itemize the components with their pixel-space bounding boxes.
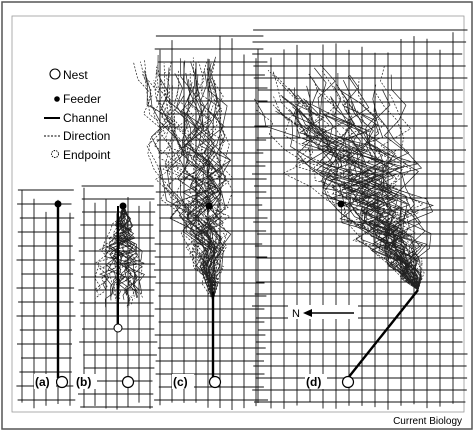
trajectory-path xyxy=(153,79,214,301)
legend-endpoint-icon xyxy=(51,150,59,158)
trajectory-path xyxy=(155,66,214,301)
trajectory-path xyxy=(121,205,143,298)
trajectory-path xyxy=(171,85,219,301)
trajectory-path xyxy=(115,205,138,306)
trajectory-path xyxy=(176,72,216,301)
trajectory-path xyxy=(117,205,139,298)
panel-label-a: (a) xyxy=(35,375,50,389)
trajectory-path xyxy=(289,109,419,291)
panel-label-d-bg xyxy=(305,374,327,389)
nest-panel-b xyxy=(121,375,135,389)
trajectory-path xyxy=(142,74,214,301)
trajectory-path xyxy=(112,205,135,308)
grid-panel-d xyxy=(252,29,468,410)
trajectory-path xyxy=(139,61,214,301)
trajectories-panel-b xyxy=(94,205,145,308)
journal-credit: Current Biology xyxy=(393,416,462,427)
trajectory-path xyxy=(298,108,419,291)
compass-bg xyxy=(288,305,358,319)
channel-panel-d xyxy=(347,289,419,379)
legend-feeder-label: Feeder xyxy=(63,92,101,106)
trajectory-path xyxy=(313,78,419,291)
trajectories-panel-c xyxy=(132,54,234,301)
legend-channel-label: Channel xyxy=(63,111,108,125)
feeder-panel-a xyxy=(54,200,62,208)
feeder-panel-d xyxy=(337,200,345,208)
legend-nest-label: Nest xyxy=(63,68,88,82)
feeder-panel-c xyxy=(205,202,213,210)
trajectory-path xyxy=(303,98,419,291)
trajectory-path xyxy=(271,72,419,291)
trajectory-path xyxy=(185,57,225,301)
trajectory-path xyxy=(115,205,138,296)
panel-label-d: (d) xyxy=(306,375,321,389)
trajectory-path xyxy=(294,110,419,291)
trajectory-path xyxy=(333,86,419,291)
trajectory-path xyxy=(185,86,221,301)
trajectory-path xyxy=(317,86,419,291)
trajectory-path xyxy=(194,56,228,301)
nest-panel-c xyxy=(208,375,222,389)
trajectory-path xyxy=(110,205,135,295)
trajectory-path xyxy=(191,60,234,301)
trajectory-path xyxy=(179,58,215,301)
trajectory-path xyxy=(330,96,419,291)
trajectory-path xyxy=(309,113,419,291)
trajectory-path xyxy=(317,64,420,291)
trajectory-path xyxy=(267,69,419,291)
trajectory-path xyxy=(204,59,230,301)
trajectory-path xyxy=(94,205,125,305)
legend-box xyxy=(40,64,132,166)
trajectory-path xyxy=(159,80,214,301)
panel-label-b-bg xyxy=(75,374,97,389)
feeder-panel-b xyxy=(119,202,127,210)
trajectory-path xyxy=(185,71,221,301)
trajectory-path xyxy=(156,65,214,301)
trajectory-path xyxy=(181,82,224,301)
legend-nest-icon xyxy=(49,68,61,80)
nest-panel-a xyxy=(55,375,69,389)
trajectory-path xyxy=(173,69,219,301)
trajectory-path xyxy=(320,110,419,291)
figure-inner-border xyxy=(11,15,465,413)
grid-panel-a xyxy=(16,189,76,409)
trajectory-path xyxy=(164,71,214,301)
trajectories-panel-d xyxy=(253,64,435,291)
trajectory-path xyxy=(186,68,219,301)
trajectory-path xyxy=(303,98,419,291)
trajectory-path xyxy=(195,77,234,301)
panel-label-c-bg xyxy=(172,374,194,389)
trajectory-path xyxy=(189,67,224,301)
trajectory-path xyxy=(95,205,125,293)
trajectory-path xyxy=(255,109,419,291)
nest-panel-d xyxy=(341,375,355,389)
legend-feeder-icon xyxy=(54,96,60,102)
trajectory-path xyxy=(117,205,143,291)
trajectory-path xyxy=(275,110,419,291)
panel-label-a-bg xyxy=(34,374,56,389)
trajectory-path xyxy=(306,85,419,291)
trajectory-path xyxy=(272,95,419,291)
trajectory-path xyxy=(112,205,135,300)
trajectory-path xyxy=(163,63,216,301)
trajectory-path xyxy=(156,70,215,301)
trajectory-path xyxy=(294,87,419,291)
panel-label-c: (c) xyxy=(173,375,188,389)
trajectory-path xyxy=(99,205,131,290)
trajectory-path xyxy=(357,78,423,291)
panel-label-b: (b) xyxy=(76,375,91,389)
grid-panel-b xyxy=(78,185,158,410)
compass-north-label: N xyxy=(292,308,300,320)
trajectory-path xyxy=(199,70,226,301)
legend-direction-label: Direction xyxy=(63,129,110,143)
legend-endpoint-label: Endpoint xyxy=(63,148,111,162)
endpoint-panel-b xyxy=(113,323,123,333)
trajectory-path xyxy=(132,61,214,301)
trajectory-path xyxy=(376,65,425,291)
trajectory-path xyxy=(365,84,428,291)
compass-arrow-head xyxy=(303,309,312,317)
